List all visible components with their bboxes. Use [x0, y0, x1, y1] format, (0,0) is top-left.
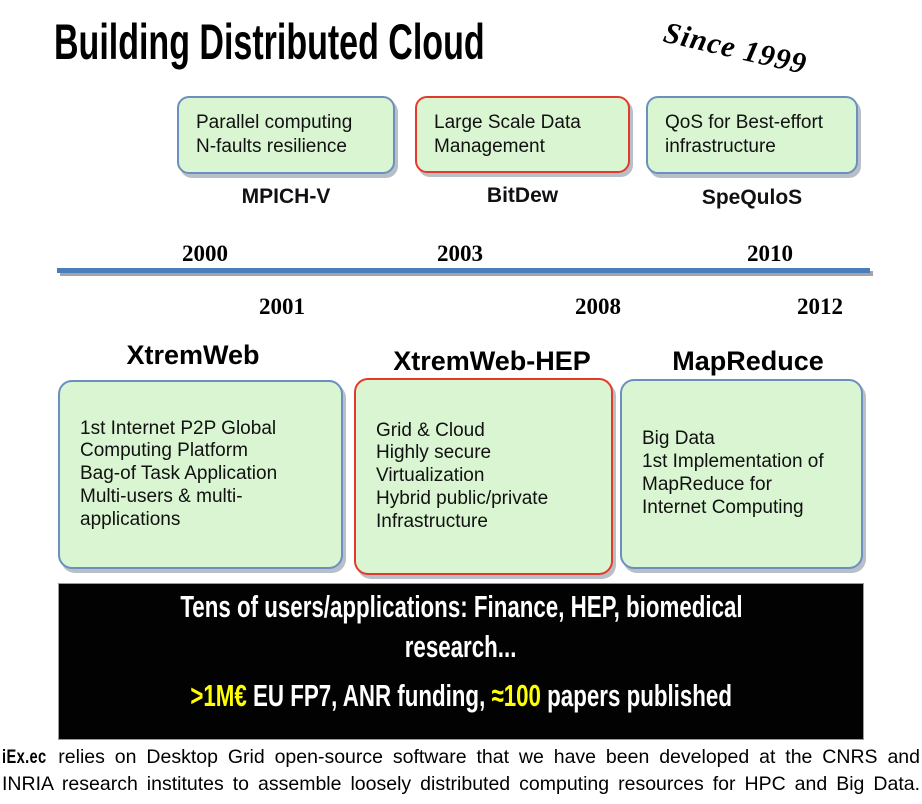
since-1999-note: Since 1999 [660, 16, 811, 81]
banner-line-1: Tens of users/applications: Finance, HEP… [59, 587, 863, 627]
top-box-spequlos-text: QoS for Best-effort infrastructure [665, 112, 824, 157]
footer-line-1: iEx.ec relies on Desktop Grid open-sourc… [2, 744, 920, 771]
project-box-mapreduce: Big Data 1st Implementation of MapReduce… [620, 379, 863, 569]
timeline-year-2000: 2000 [182, 241, 228, 266]
funding-amount-highlight: >1M€ [190, 678, 247, 713]
project-title-xtremweb-hep: XtremWeb-HEP [393, 346, 591, 376]
iexec-brand: iEx.ec [2, 746, 47, 768]
footer-paragraph: iEx.ec relies on Desktop Grid open-sourc… [2, 744, 920, 798]
banner-line-2-text: research... [405, 629, 517, 664]
top-box-bitdew: Large Scale Data Management [415, 96, 630, 173]
timeline-axis [57, 268, 870, 273]
project-title-xtremweb: XtremWeb [126, 340, 260, 370]
top-box-spequlos: QoS for Best-effort infrastructure [646, 96, 858, 174]
top-box-mpich-v-text: Parallel computing N-faults resilience [196, 112, 353, 157]
project-box-mapreduce-text: Big Data 1st Implementation of MapReduce… [642, 428, 824, 518]
footer-line-2: INRIA research institutes to assemble lo… [2, 773, 920, 795]
timeline-year-2008: 2008 [575, 294, 621, 319]
banner-line-3: >1M€ EU FP7, ANR funding, ≈100 papers pu… [59, 676, 863, 716]
banner-line-2: research... [59, 627, 863, 667]
timeline-year-2012: 2012 [797, 294, 843, 319]
papers-count-highlight: ≈100 [491, 678, 541, 713]
funding-text: EU FP7, ANR funding, [246, 678, 492, 713]
banner-line-3-text: >1M€ EU FP7, ANR funding, ≈100 papers pu… [190, 676, 732, 716]
project-box-xtremweb-text: 1st Internet P2P Global Computing Platfo… [80, 417, 278, 530]
timeline-year-2001: 2001 [259, 294, 305, 319]
timeline-year-2003: 2003 [437, 241, 483, 266]
label-bitdew: BitDew [486, 184, 559, 207]
banner-line-1-text: Tens of users/applications: Finance, HEP… [179, 589, 743, 624]
label-mpich-v: MPICH-V [241, 185, 331, 208]
project-title-mapreduce: MapReduce [672, 346, 824, 376]
project-box-xtremweb-hep: Grid & Cloud Highly secure Virtualizatio… [354, 378, 613, 575]
project-box-xtremweb: 1st Internet P2P Global Computing Platfo… [58, 380, 343, 569]
page-title-text: Building Distributed Cloud [54, 14, 485, 70]
page-title: Building Distributed Cloud [54, 16, 687, 69]
top-box-bitdew-text: Large Scale Data Management [434, 111, 581, 157]
highlight-banner: Tens of users/applications: Finance, HEP… [58, 583, 864, 740]
top-box-mpich-v: Parallel computing N-faults resilience [177, 96, 395, 174]
papers-text: papers published [540, 678, 732, 713]
label-spequlos: SpeQuloS [701, 186, 803, 209]
project-box-xtremweb-hep-text: Grid & Cloud Highly secure Virtualizatio… [376, 419, 549, 532]
timeline-year-2010: 2010 [747, 241, 793, 266]
footer-line-1-text: relies on Desktop Grid open-source softw… [48, 746, 920, 768]
